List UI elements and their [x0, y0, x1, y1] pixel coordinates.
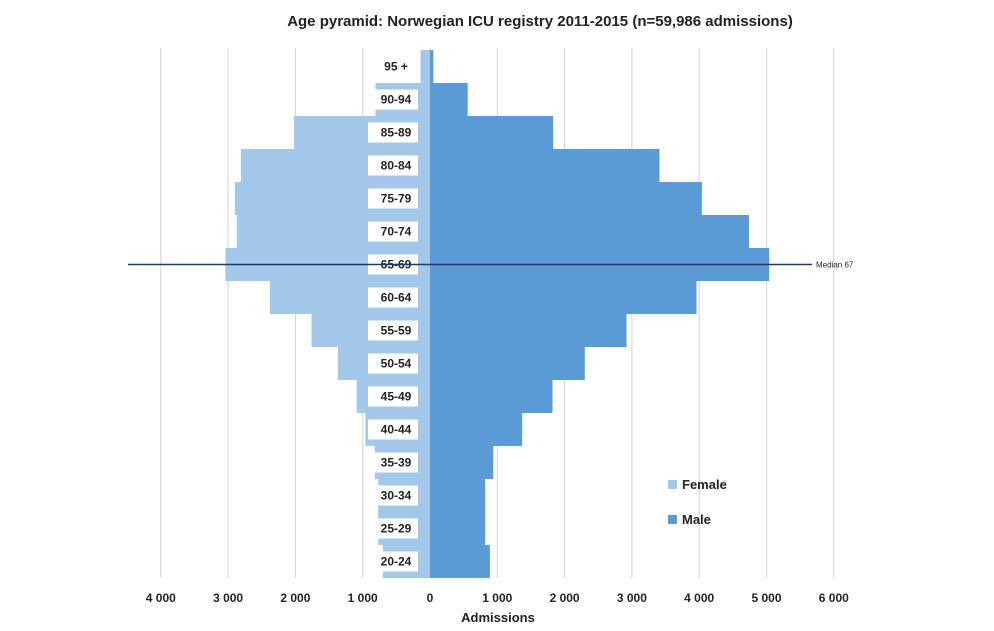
median-label: Median 67 — [816, 261, 854, 270]
x-tick-label-1: 3 000 — [213, 591, 243, 605]
category-label-70-74: 70-74 — [381, 225, 412, 239]
category-label-bg — [368, 155, 418, 176]
bar-male-85-89 — [430, 116, 554, 149]
legend-label-female: Female — [682, 477, 727, 492]
category-label-35-39: 35-39 — [381, 456, 412, 470]
x-tick-label-4: 0 — [427, 591, 434, 605]
bar-male-55-59 — [430, 314, 627, 347]
category-label-bg — [368, 551, 418, 572]
category-label-bg — [368, 221, 418, 242]
x-tick-label-10: 6 000 — [819, 591, 849, 605]
legend-swatch-male — [668, 515, 677, 524]
bar-male-80-84 — [430, 149, 660, 182]
x-tick-label-5: 1 000 — [482, 591, 512, 605]
category-label-80-84: 80-84 — [381, 159, 412, 173]
x-tick-label-0: 4 000 — [146, 591, 176, 605]
bar-female-95+ — [420, 50, 430, 83]
category-label-30-34: 30-34 — [381, 489, 412, 503]
category-label-50-54: 50-54 — [381, 357, 412, 371]
category-label-90-94: 90-94 — [381, 93, 412, 107]
bar-male-20-24 — [430, 545, 490, 578]
bar-male-25-29 — [430, 512, 486, 545]
x-tick-label-7: 3 000 — [617, 591, 647, 605]
legend: Female Male — [668, 477, 727, 527]
category-label-95+: 95 + — [384, 60, 408, 74]
category-label-bg — [368, 122, 418, 143]
category-label-bg — [368, 419, 418, 440]
x-tick-labels: 4 000 3 000 2 000 1 000 0 1 000 2 000 3 000 4 00… — [146, 591, 849, 605]
x-tick-label-9: 5 000 — [751, 591, 781, 605]
bar-male-35-39 — [430, 446, 494, 479]
category-label-55-59: 55-59 — [381, 324, 412, 338]
bar-male-75-79 — [430, 182, 702, 215]
category-label-25-29: 25-29 — [381, 522, 412, 536]
x-tick-label-2: 2 000 — [280, 591, 310, 605]
category-label-bg — [368, 452, 418, 473]
category-label-75-79: 75-79 — [381, 192, 412, 206]
category-label-bg — [368, 518, 418, 539]
category-label-20-24: 20-24 — [381, 555, 412, 569]
bar-male-50-54 — [430, 347, 585, 380]
legend-swatch-female — [668, 480, 677, 489]
bar-male-95+ — [430, 50, 434, 83]
x-axis-title: Admissions — [461, 610, 535, 625]
bar-male-60-64 — [430, 281, 697, 314]
bar-male-40-44 — [430, 413, 523, 446]
category-label-bg — [368, 320, 418, 341]
category-label-bg — [368, 287, 418, 308]
category-label-85-89: 85-89 — [381, 126, 412, 140]
x-tick-label-6: 2 000 — [550, 591, 580, 605]
category-label-60-64: 60-64 — [381, 291, 412, 305]
x-tick-label-3: 1 000 — [348, 591, 378, 605]
bar-male-30-34 — [430, 479, 486, 512]
category-label-bg — [368, 386, 418, 407]
chart-title: Age pyramid: Norwegian ICU registry 2011… — [287, 13, 793, 30]
bar-male-70-74 — [430, 215, 750, 248]
category-label-bg — [368, 89, 418, 110]
bar-male-90-94 — [430, 83, 468, 116]
category-label-45-49: 45-49 — [381, 390, 412, 404]
age-group-labels: 20-24 25-29 30-34 35-39 40-44 45-49 50-54 55-59… — [368, 56, 418, 572]
category-label-bg — [368, 56, 418, 77]
category-label-bg — [368, 485, 418, 506]
x-tick-label-8: 4 000 — [684, 591, 714, 605]
category-label-bg — [368, 188, 418, 209]
bar-male-45-49 — [430, 380, 553, 413]
legend-label-male: Male — [682, 512, 711, 527]
category-label-bg — [368, 353, 418, 374]
category-label-40-44: 40-44 — [381, 423, 412, 437]
